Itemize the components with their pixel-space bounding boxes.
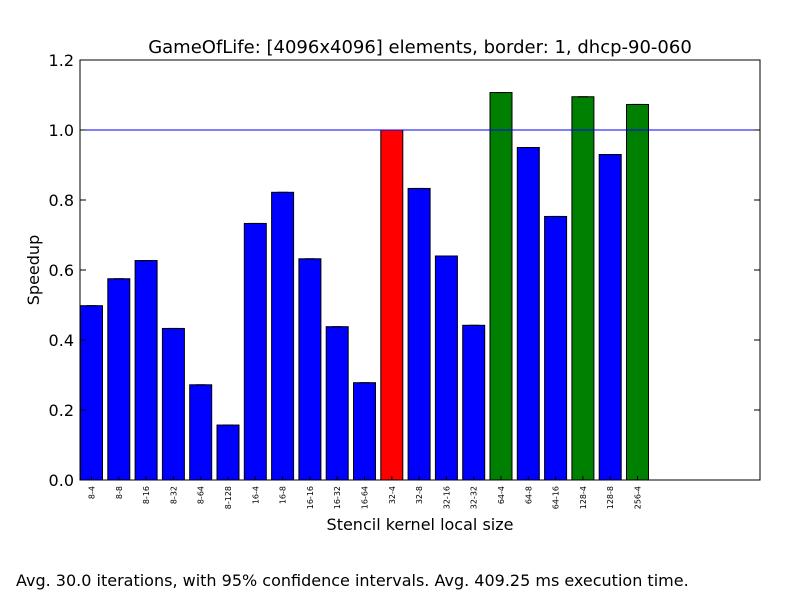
bar-16-32 [325, 326, 349, 481]
bar-32-4 [380, 129, 404, 481]
bar-32-32 [462, 324, 486, 481]
x-tick-label-256-4: 256-4 [634, 486, 643, 509]
x-tick-label-16-64: 16-64 [361, 486, 370, 509]
bar-8-8 [107, 278, 131, 481]
x-tick-label-32-16: 32-16 [442, 486, 451, 509]
bar-32-16 [434, 255, 458, 481]
chart-title: GameOfLife: [4096x4096] elements, border… [148, 37, 692, 58]
x-tick-label-16-8: 16-8 [279, 486, 288, 504]
bar-16-4 [243, 222, 267, 481]
x-axis-label: Stencil kernel local size [327, 515, 514, 534]
y-tick-label-0.8: 0.8 [49, 191, 74, 210]
x-tick-label-32-8: 32-8 [415, 486, 424, 504]
bar-64-16 [544, 215, 568, 481]
bar-128-8 [598, 154, 622, 481]
x-tick-label-64-16: 64-16 [552, 486, 561, 509]
x-tick-label-128-4: 128-4 [579, 486, 588, 509]
y-axis-label: Speedup [24, 235, 43, 305]
x-axis: 8-4 8-8 8-16 8-32 8-64 8-128 16-4 16-8 16-16 16-3… [88, 476, 643, 509]
y-tick-label-1.2: 1.2 [49, 51, 74, 70]
x-tick-label-16-4: 16-4 [251, 486, 260, 504]
bar-64-4 [489, 92, 513, 481]
bar-8-16 [134, 260, 158, 481]
x-tick-label-8-64: 8-64 [197, 486, 206, 504]
bar-16-16 [298, 258, 322, 481]
y-tick-label-0.4: 0.4 [49, 331, 74, 350]
y-tick-label-0.6: 0.6 [49, 261, 74, 280]
bar-8-4 [80, 305, 103, 481]
bar-16-8 [271, 191, 295, 481]
x-tick-label-64-8: 64-8 [524, 486, 533, 504]
y-axis: 0.0 0.2 0.4 0.6 0.8 1.0 1.2 [49, 51, 760, 490]
x-tick-label-64-4: 64-4 [497, 486, 506, 504]
x-tick-label-16-16: 16-16 [306, 486, 315, 509]
x-tick-label-8-4: 8-4 [88, 486, 97, 499]
y-tick-label-0.0: 0.0 [49, 471, 74, 490]
x-tick-label-8-16: 8-16 [142, 486, 151, 504]
x-tick-label-32-4: 32-4 [388, 486, 397, 504]
bar-256-4 [626, 103, 649, 481]
y-tick-label-0.2: 0.2 [49, 401, 74, 420]
x-tick-label-8-8: 8-8 [115, 486, 124, 499]
x-tick-label-8-128: 8-128 [224, 486, 233, 509]
bar-8-64 [189, 384, 213, 481]
x-tick-label-8-32: 8-32 [169, 486, 178, 504]
caption-text: Avg. 30.0 iterations, with 95% confidenc… [16, 571, 689, 590]
x-tick-label-16-32: 16-32 [333, 486, 342, 509]
x-tick-label-32-32: 32-32 [470, 486, 479, 509]
x-tick-label-128-8: 128-8 [606, 486, 615, 509]
bar-16-64 [353, 382, 376, 481]
bar-128-4 [571, 96, 595, 481]
bar-64-8 [516, 147, 540, 481]
bar-8-128 [216, 424, 240, 481]
bar-32-8 [407, 187, 431, 481]
bars-layer [80, 92, 649, 481]
bar-8-32 [161, 327, 185, 481]
y-tick-label-1.0: 1.0 [49, 121, 74, 140]
